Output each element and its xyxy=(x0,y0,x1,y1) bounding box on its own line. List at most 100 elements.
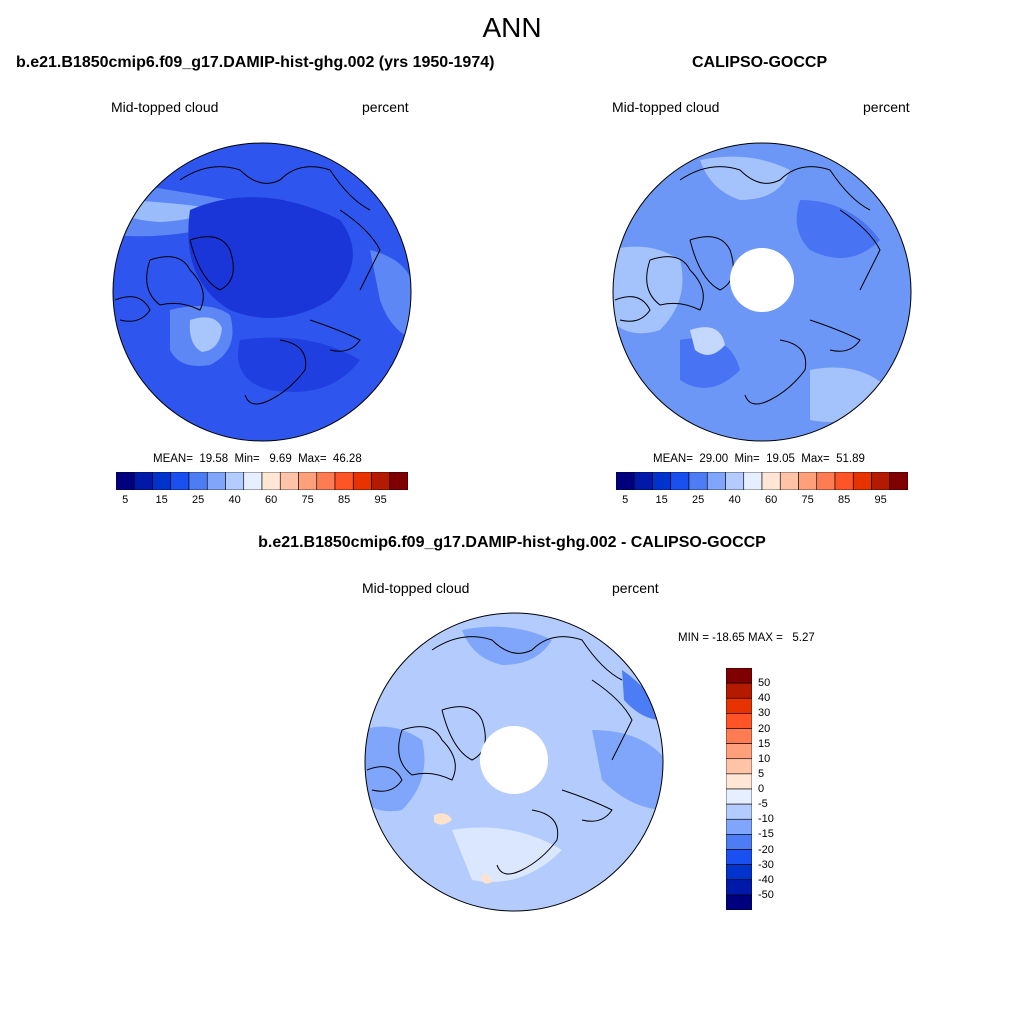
diff-map-outline xyxy=(364,612,664,912)
obs-colorbar-tick-label: 40 xyxy=(728,494,741,506)
diff-coastline-7 xyxy=(591,679,633,761)
obs-mid-region-sw xyxy=(680,338,740,388)
obs-colorbar-swatch xyxy=(652,472,672,490)
obs-polar-map xyxy=(612,142,912,442)
model-deep-core xyxy=(188,197,353,318)
obs-colorbar-ticks: 5 15 25 40 60 75 85 95 xyxy=(616,494,908,508)
obs-colorbar-swatch xyxy=(761,472,781,490)
diff-units-label: percent xyxy=(612,580,659,596)
diff-colorbar xyxy=(726,668,752,910)
diff-colorbar-swatch xyxy=(726,668,752,684)
model-colorbar-tick-label: 95 xyxy=(374,494,387,506)
model-colorbar-tick-label: 25 xyxy=(192,494,205,506)
model-colorbar-tick-label: 40 xyxy=(228,494,241,506)
model-coastline-4 xyxy=(244,339,307,405)
obs-coastline-2 xyxy=(646,256,704,311)
diff-colorbar-tick-label: 5 xyxy=(758,767,765,780)
diff-mid-region-north xyxy=(462,626,552,665)
model-colorbar-swatch xyxy=(206,472,226,490)
diff-colorbar-swatch xyxy=(726,773,752,790)
obs-colorbar-swatch xyxy=(871,472,891,490)
obs-colorbar-tick-label: 15 xyxy=(655,494,668,506)
diff-colorbar-swatch xyxy=(726,728,752,744)
diff-colorbar-tick-label: 50 xyxy=(758,677,771,690)
diff-pale-region-south xyxy=(452,827,562,882)
model-colorbar-tick-label: 75 xyxy=(301,494,314,506)
model-colorbar-swatch xyxy=(133,472,153,490)
model-coastline-3 xyxy=(189,236,234,291)
obs-colorbar-tick-label: 95 xyxy=(874,494,887,506)
diff-colorbar-swatch xyxy=(726,879,752,896)
model-colorbar-swatch xyxy=(316,472,336,490)
obs-stats: MEAN= 29.00 Min= 19.05 Max= 51.89 xyxy=(653,453,865,465)
model-stats: MEAN= 19.58 Min= 9.69 Max= 46.28 xyxy=(153,453,362,465)
diff-colorbar-tick-label: -5 xyxy=(758,798,768,811)
model-colorbar-swatch xyxy=(116,472,135,490)
diff-colorbar-swatch xyxy=(726,743,752,760)
obs-colorbar-swatch xyxy=(779,472,799,490)
obs-coastline-7 xyxy=(839,209,881,291)
model-colorbar-tick-label: 60 xyxy=(265,494,278,506)
diff-colorbar-swatch xyxy=(726,713,752,729)
model-colorbar-swatch xyxy=(243,472,263,490)
diff-warm-patch-1 xyxy=(434,813,452,825)
obs-colorbar-swatch xyxy=(688,472,708,490)
diff-mid-region-west xyxy=(365,726,425,812)
obs-colorbar-swatch xyxy=(852,472,872,490)
obs-colorbar-tick-label: 75 xyxy=(801,494,814,506)
model-colorbar-tick-label: 85 xyxy=(338,494,351,506)
obs-pale-region-west xyxy=(613,246,683,334)
season-title: ANN xyxy=(482,12,542,43)
obs-colorbar-swatch xyxy=(725,472,745,490)
model-panel-title: b.e21.B1850cmip6.f09_g17.DAMIP-hist-ghg.… xyxy=(16,54,495,71)
diff-colorbar-tick-label: -40 xyxy=(758,873,774,886)
diff-coastline-1 xyxy=(431,636,623,681)
diff-colorbar-tick-label: 10 xyxy=(758,752,771,765)
obs-units-label: percent xyxy=(863,99,910,115)
diff-colorbar-tick-label: 20 xyxy=(758,722,771,735)
diff-colorbar-swatch xyxy=(726,788,752,805)
model-coastline-2 xyxy=(146,256,204,311)
model-coastline-7 xyxy=(339,209,381,291)
model-pale-region-e xyxy=(370,250,411,340)
obs-pale-region-north xyxy=(700,156,790,200)
diff-colorbar-tick-label: 40 xyxy=(758,692,771,705)
diff-colorbar-swatch xyxy=(726,864,752,881)
diff-colorbar-tick-label: 0 xyxy=(758,783,765,795)
model-colorbar-swatch xyxy=(279,472,299,490)
diff-colorbar-tick-label: -20 xyxy=(758,843,774,856)
diff-mid-region-east xyxy=(592,730,663,810)
diff-coastline-2 xyxy=(398,726,456,781)
diff-colorbar-swatch xyxy=(726,697,752,714)
model-colorbar-swatch xyxy=(352,472,372,490)
diff-colorbar-swatch xyxy=(726,818,752,835)
model-pale-region-sw-inner xyxy=(189,317,222,352)
obs-panel-title: CALIPSO-GOCCP xyxy=(692,54,828,71)
diff-colorbar-swatch xyxy=(726,758,752,775)
model-polar-map xyxy=(112,142,412,442)
model-map-outline xyxy=(112,142,412,442)
obs-colorbar-tick-label: 25 xyxy=(692,494,705,506)
diff-colorbar-swatch xyxy=(726,803,752,820)
model-colorbar-swatch xyxy=(170,472,190,490)
diff-colorbar-swatch xyxy=(726,849,752,865)
model-colorbar-tick-label: 5 xyxy=(122,494,129,506)
obs-colorbar-swatch xyxy=(816,472,836,490)
model-colorbar-swatch xyxy=(152,472,172,490)
obs-colorbar-tick-label: 60 xyxy=(765,494,778,506)
diff-coastline-4 xyxy=(496,809,559,875)
obs-coastline-5 xyxy=(809,319,861,352)
model-colorbar-tick-label: 15 xyxy=(155,494,168,506)
obs-pale-region-sw-inner xyxy=(690,327,725,355)
diff-colorbar-tick-label: -15 xyxy=(758,828,774,841)
obs-coastline-6 xyxy=(614,296,651,322)
diff-colorbar-swatch xyxy=(726,682,752,699)
model-coastline-1 xyxy=(179,166,371,211)
obs-colorbar-swatch xyxy=(798,472,818,490)
model-colorbar-swatch xyxy=(188,472,208,490)
model-coastline-5 xyxy=(309,319,361,352)
model-variable-label: Mid-topped cloud xyxy=(111,99,219,115)
diff-polar-data-gap xyxy=(480,726,548,794)
diff-coastline-6 xyxy=(366,766,403,792)
obs-mid-region-ne xyxy=(796,200,880,258)
